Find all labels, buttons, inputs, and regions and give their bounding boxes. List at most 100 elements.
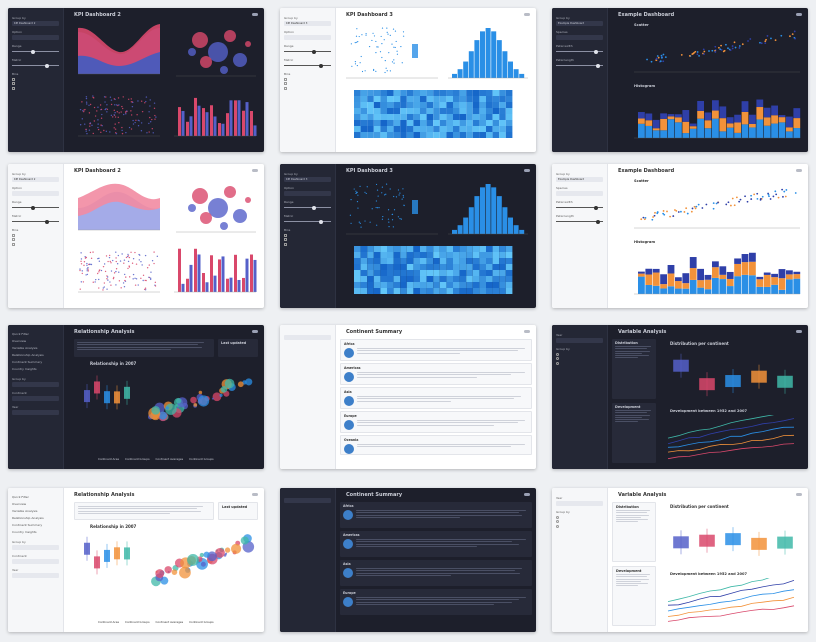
species-select[interactable] (556, 35, 603, 40)
checkbox[interactable] (284, 86, 331, 90)
nav-item[interactable]: Country Insights (12, 367, 37, 371)
checkbox[interactable] (284, 233, 331, 237)
nav-item[interactable]: Relationship Analysis (12, 353, 44, 357)
dashboard-tile-summary-dark[interactable]: Continent Summary Africa Americas Asia E… (280, 488, 536, 632)
footer-tab[interactable]: Continent Groups (125, 457, 150, 461)
dashboard-select[interactable]: Example Dashboard (556, 21, 603, 26)
metric-slider[interactable] (12, 63, 59, 68)
year-select[interactable] (556, 501, 603, 506)
dashboard-tile-var-light[interactable]: Year Group by Variable Analysis Distribu… (552, 488, 808, 632)
option-select[interactable] (12, 35, 59, 40)
nav-item[interactable]: Relationship Analysis (12, 516, 44, 520)
dashboard-tile-example-light[interactable]: Group by Example Dashboard Species Petal… (552, 164, 808, 308)
footer-tab[interactable]: Continent Averages (155, 457, 184, 461)
petal-width-slider[interactable] (556, 205, 603, 210)
nav-item[interactable]: Quick Filter (12, 495, 29, 499)
theme-toggle[interactable] (524, 330, 530, 333)
nav-item[interactable]: Variable Analysis (12, 509, 38, 513)
dashboard-tile-kpi-light[interactable]: Group by KPI Dashboard 2 Option Range Me… (8, 164, 264, 308)
metric-slider[interactable] (284, 63, 331, 68)
nav-item[interactable]: Overview (12, 339, 27, 343)
footer-tab[interactable]: Continent Area (98, 620, 119, 624)
petal-length-slider[interactable] (556, 219, 603, 224)
continent-select[interactable] (12, 559, 59, 564)
checkbox[interactable] (12, 242, 59, 246)
year-select[interactable] (12, 410, 59, 415)
page-select[interactable] (284, 498, 331, 503)
theme-toggle[interactable] (524, 493, 530, 496)
checkbox[interactable] (12, 82, 59, 85)
radio-option[interactable] (556, 524, 603, 528)
species-select[interactable] (556, 191, 603, 196)
dashboard-select[interactable]: KPI Dashboard 2 (12, 21, 59, 26)
checkbox[interactable] (12, 233, 59, 237)
footer-tab[interactable]: Continent Groups (189, 620, 214, 624)
dashboard-tile-kpi3-light[interactable]: Group by KPI Dashboard 3 Option Range Me… (280, 8, 536, 152)
checkbox[interactable] (284, 77, 331, 81)
scatter-point (766, 35, 769, 37)
metric-slider[interactable] (12, 219, 59, 224)
nav-item[interactable]: Continent Summary (12, 523, 43, 527)
theme-toggle[interactable] (252, 330, 258, 333)
range-slider[interactable] (12, 49, 59, 54)
page-select[interactable] (284, 335, 331, 340)
dashboard-tile-kpi-dark[interactable]: Group by KPI Dashboard 2 Option Range Me… (8, 8, 264, 152)
footer-tab[interactable]: Continent Groups (189, 457, 214, 461)
nav-item[interactable]: Country Insights (12, 530, 37, 534)
nav-item[interactable]: Overview (12, 502, 27, 506)
radio-option[interactable] (556, 357, 603, 360)
dashboard-select[interactable]: KPI Dashboard 3 (284, 177, 331, 182)
continent-select[interactable] (12, 396, 59, 401)
metric-slider[interactable] (284, 219, 331, 224)
radio-option[interactable] (556, 515, 603, 519)
theme-toggle[interactable] (796, 13, 802, 16)
option-select[interactable] (284, 191, 331, 196)
theme-toggle[interactable] (252, 169, 258, 172)
dashboard-select[interactable]: KPI Dashboard 3 (284, 21, 331, 26)
dashboard-tile-summary-light[interactable]: Continent Summary Africa Americas Asia E… (280, 325, 536, 469)
group-select[interactable] (12, 382, 59, 387)
nav-item[interactable]: Continent Summary (12, 360, 43, 364)
petal-width-slider[interactable] (556, 49, 603, 54)
year-select[interactable] (12, 573, 59, 578)
option-select[interactable] (284, 35, 331, 40)
group-select[interactable] (12, 545, 59, 550)
theme-toggle[interactable] (796, 169, 802, 172)
checkbox[interactable] (12, 77, 59, 81)
theme-toggle[interactable] (524, 169, 530, 172)
dashboard-tile-rel-light[interactable]: Quick Filter Overview Variable Analysis … (8, 488, 264, 632)
dashboard-select[interactable]: Example Dashboard (556, 177, 603, 182)
radio-option[interactable] (556, 361, 603, 365)
heatmap-cell (420, 276, 427, 282)
nav-item[interactable]: Variable Analysis (12, 346, 38, 350)
dashboard-tile-kpi3-dark[interactable]: Group by KPI Dashboard 3 Option Range Me… (280, 164, 536, 308)
year-select[interactable] (556, 338, 603, 343)
footer-tab[interactable]: Continent Groups (125, 620, 150, 624)
radio-option[interactable] (556, 520, 603, 523)
theme-toggle[interactable] (252, 13, 258, 16)
dashboard-tile-rel-dark[interactable]: Quick Filter Overview Variable Analysis … (8, 325, 264, 469)
dashboard-tile-example-dark[interactable]: Group by Example Dashboard Species Petal… (552, 8, 808, 152)
footer-tab[interactable]: Continent Area (98, 457, 119, 461)
theme-toggle[interactable] (796, 493, 802, 496)
range-slider[interactable] (284, 205, 331, 210)
checkbox[interactable] (12, 238, 59, 241)
scatter-point (151, 118, 153, 121)
petal-length-slider[interactable] (556, 63, 603, 68)
theme-toggle[interactable] (524, 13, 530, 16)
range-slider[interactable] (284, 49, 331, 54)
checkbox[interactable] (12, 86, 59, 90)
checkbox[interactable] (284, 238, 331, 241)
option-select[interactable] (12, 191, 59, 196)
footer-tab[interactable]: Continent Averages (155, 620, 184, 624)
theme-toggle[interactable] (252, 493, 258, 496)
nav-item[interactable]: Quick Filter (12, 332, 29, 336)
dashboard-tile-var-dark[interactable]: Year Group by Variable Analysis Distribu… (552, 325, 808, 469)
scatter-point (794, 37, 796, 40)
range-slider[interactable] (12, 205, 59, 210)
checkbox[interactable] (284, 82, 331, 85)
dashboard-select[interactable]: KPI Dashboard 2 (12, 177, 59, 182)
theme-toggle[interactable] (796, 330, 802, 333)
checkbox[interactable] (284, 242, 331, 246)
radio-option[interactable] (556, 352, 603, 356)
